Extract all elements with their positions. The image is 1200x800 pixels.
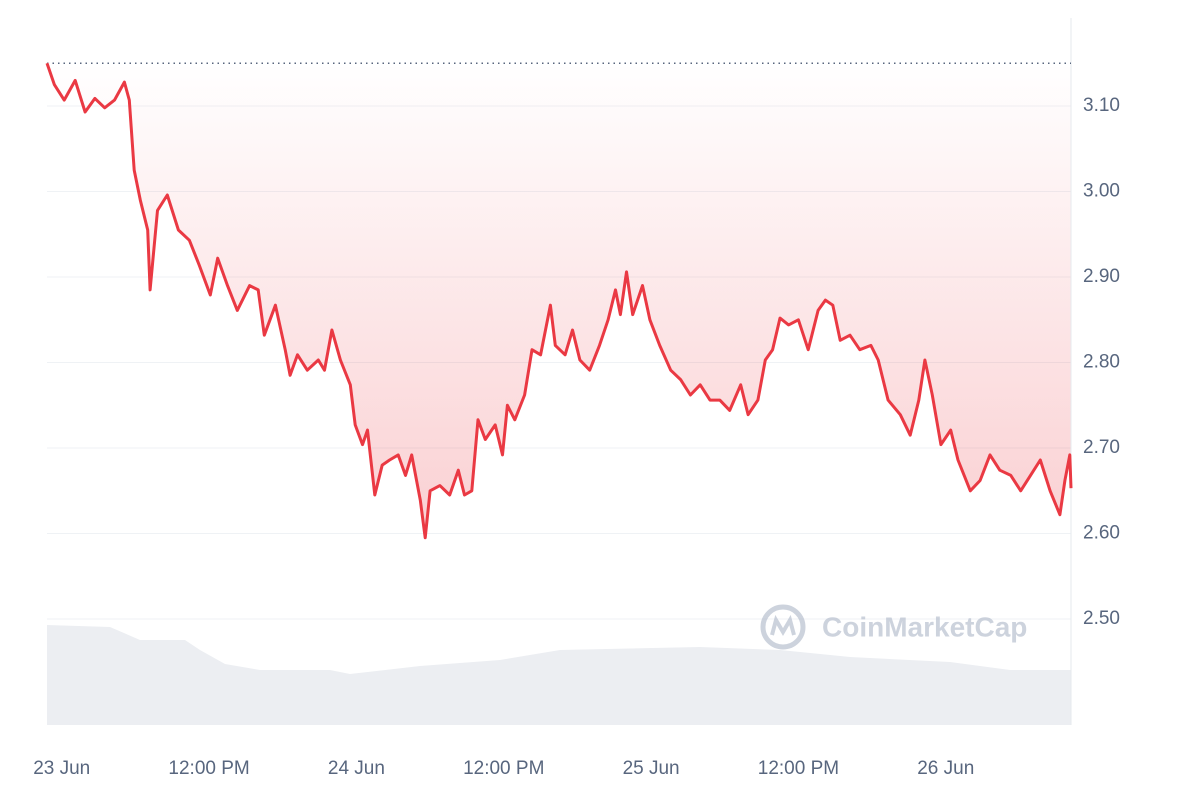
watermark-logo (760, 604, 806, 650)
watermark: CoinMarketCap (760, 604, 1027, 650)
watermark-logo-mark (770, 614, 796, 636)
y-tick-label: 2.80 (1083, 352, 1120, 373)
x-tick-label: 12:00 PM (758, 758, 839, 779)
x-tick-label: 12:00 PM (168, 758, 249, 779)
area-fill (47, 63, 1071, 538)
volume-area (47, 625, 1071, 725)
y-tick-label: 2.90 (1083, 266, 1120, 287)
x-tick-label: 26 Jun (917, 758, 974, 779)
x-tick-label: 23 Jun (33, 758, 90, 779)
watermark-text: CoinMarketCap (822, 611, 1027, 642)
y-tick-label: 3.00 (1083, 181, 1120, 202)
y-tick-label: 2.70 (1083, 437, 1120, 458)
y-tick-label: 2.50 (1083, 608, 1120, 629)
x-tick-label: 25 Jun (623, 758, 680, 779)
y-tick-label: 2.60 (1083, 523, 1120, 544)
x-tick-label: 24 Jun (328, 758, 385, 779)
y-tick-label: 3.10 (1083, 95, 1120, 116)
x-tick-label: 12:00 PM (463, 758, 544, 779)
price-line (45, 62, 1073, 540)
